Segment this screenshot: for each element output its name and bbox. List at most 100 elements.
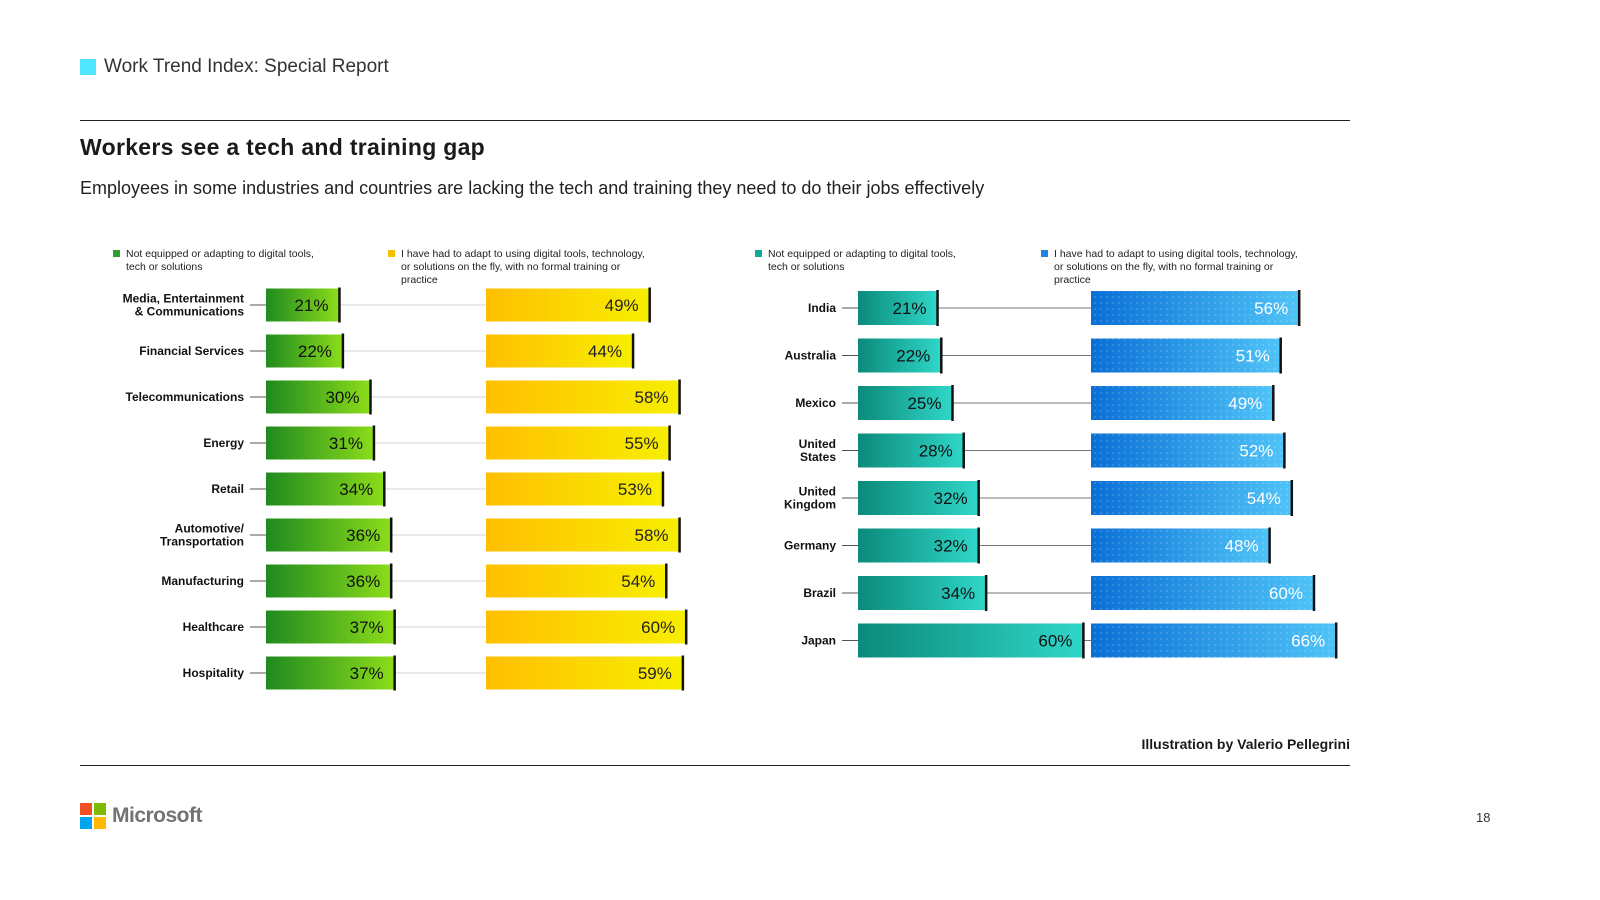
value-label-adapt-on-fly: 53%: [618, 480, 652, 499]
page-number: 18: [1476, 810, 1491, 825]
value-label-not-equipped: 21%: [893, 299, 927, 318]
bar-adapt-on-fly: [486, 610, 686, 644]
value-label-adapt-on-fly: 52%: [1239, 442, 1273, 461]
bar-not-equipped: [858, 481, 978, 515]
legend-adapt-on-fly-text: practice: [1054, 274, 1091, 286]
value-label-not-equipped: 28%: [919, 442, 953, 461]
category-label: Telecommunications: [126, 390, 245, 404]
bar-adapt-on-fly: [486, 472, 662, 506]
bar-adapt-on-fly: [1091, 576, 1313, 610]
category-label: & Communications: [135, 305, 245, 319]
accent-square-icon: [80, 59, 96, 75]
bar-not-equipped: [266, 334, 342, 368]
bar-texture: [1091, 338, 1280, 373]
bar-adapt-on-fly: [1091, 433, 1284, 468]
bar-adapt-on-fly: [1091, 291, 1299, 325]
bar-adapt-on-fly: [486, 380, 679, 414]
category-label: Media, Entertainment: [123, 292, 244, 306]
category-label: Retail: [211, 482, 244, 496]
category-label: Transportation: [160, 535, 244, 549]
value-label-not-equipped: 32%: [934, 537, 968, 556]
bar-not-equipped: [266, 518, 391, 552]
category-label: India: [808, 301, 836, 315]
bar-not-equipped: [266, 288, 339, 322]
value-label-adapt-on-fly: 56%: [1254, 299, 1288, 318]
category-label: Manufacturing: [161, 574, 244, 588]
bar-texture: [1091, 576, 1313, 610]
value-label-not-equipped: 21%: [294, 296, 328, 315]
legend-not-equipped-swatch: [113, 250, 120, 257]
category-label: Kingdom: [784, 498, 836, 512]
microsoft-logo: Microsoft: [80, 803, 203, 829]
legend-adapt-on-fly-text: or solutions on the fly, with no formal …: [1054, 261, 1274, 273]
legend-not-equipped-text: tech or solutions: [126, 261, 202, 273]
category-label: Japan: [801, 634, 836, 648]
category-label: Hospitality: [183, 666, 245, 680]
category-label: Automotive/: [175, 522, 245, 536]
microsoft-squares-icon: [80, 803, 106, 829]
legend-adapt-on-fly-text: I have had to adapt to using digital too…: [401, 248, 645, 260]
category-label: Brazil: [803, 586, 836, 600]
bar-not-equipped: [266, 610, 394, 644]
value-label-adapt-on-fly: 49%: [605, 296, 639, 315]
value-label-not-equipped: 36%: [346, 526, 380, 545]
category-label: United: [799, 485, 836, 499]
category-label: Mexico: [795, 396, 836, 410]
bar-adapt-on-fly: [1091, 386, 1273, 420]
category-label: Germany: [784, 539, 836, 553]
value-label-adapt-on-fly: 66%: [1291, 632, 1325, 651]
category-label: Energy: [203, 436, 244, 450]
bar-adapt-on-fly: [1091, 623, 1336, 658]
top-divider: [80, 120, 1350, 121]
value-label-not-equipped: 60%: [1038, 632, 1072, 651]
bar-adapt-on-fly: [486, 426, 669, 460]
legend-adapt-on-fly-text: practice: [401, 274, 438, 286]
bar-not-equipped: [266, 426, 373, 460]
bar-not-equipped: [266, 656, 394, 690]
illustration-credit: Illustration by Valerio Pellegrini: [1141, 736, 1350, 752]
category-label: Australia: [785, 349, 837, 363]
legend-not-equipped-text: Not equipped or adapting to digital tool…: [768, 248, 956, 260]
bar-texture: [1091, 386, 1273, 420]
chart-countries: India 21% 56% Australia 22% 51% Mexico 25% 49% Un…: [784, 290, 1338, 659]
category-label: United: [799, 437, 836, 451]
value-label-not-equipped: 25%: [907, 394, 941, 413]
value-label-adapt-on-fly: 55%: [625, 434, 659, 453]
bar-adapt-on-fly: [486, 564, 666, 598]
legend-adapt-on-fly-text: or solutions on the fly, with no formal …: [401, 261, 621, 273]
bar-texture: [1091, 528, 1269, 563]
bar-adapt-on-fly: [1091, 481, 1291, 515]
value-label-adapt-on-fly: 49%: [1228, 394, 1262, 413]
value-label-adapt-on-fly: 58%: [635, 388, 669, 407]
category-label: States: [800, 450, 836, 464]
bar-not-equipped: [858, 338, 941, 373]
legend-adapt-on-fly-swatch: [1041, 250, 1048, 257]
bar-adapt-on-fly: [486, 288, 649, 322]
bar-adapt-on-fly: [1091, 338, 1280, 373]
value-label-adapt-on-fly: 60%: [1269, 584, 1303, 603]
value-label-adapt-on-fly: 44%: [588, 342, 622, 361]
report-header: Work Trend Index: Special Report: [80, 56, 389, 78]
legend-not-equipped-swatch: [755, 250, 762, 257]
bar-texture: [1091, 291, 1299, 325]
bar-not-equipped: [858, 386, 952, 420]
chart-industries: Media, Entertainment& Communications 21% 4…: [123, 287, 688, 691]
category-label: Financial Services: [139, 344, 244, 358]
value-label-not-equipped: 37%: [350, 618, 384, 637]
value-label-not-equipped: 32%: [934, 489, 968, 508]
bar-not-equipped: [266, 380, 370, 414]
bar-not-equipped: [858, 623, 1083, 658]
bottom-divider: [80, 765, 1350, 766]
microsoft-wordmark: Microsoft: [112, 804, 203, 827]
value-label-adapt-on-fly: 58%: [635, 526, 669, 545]
value-label-not-equipped: 31%: [329, 434, 363, 453]
bar-not-equipped: [858, 291, 937, 325]
bar-adapt-on-fly: [1091, 528, 1269, 563]
report-label: Work Trend Index: Special Report: [104, 56, 389, 77]
bar-texture: [1091, 481, 1291, 515]
value-label-not-equipped: 36%: [346, 572, 380, 591]
page-title: Workers see a tech and training gap: [80, 134, 486, 160]
bar-not-equipped: [858, 576, 986, 610]
category-label: Healthcare: [183, 620, 245, 634]
bar-texture: [1091, 433, 1284, 468]
